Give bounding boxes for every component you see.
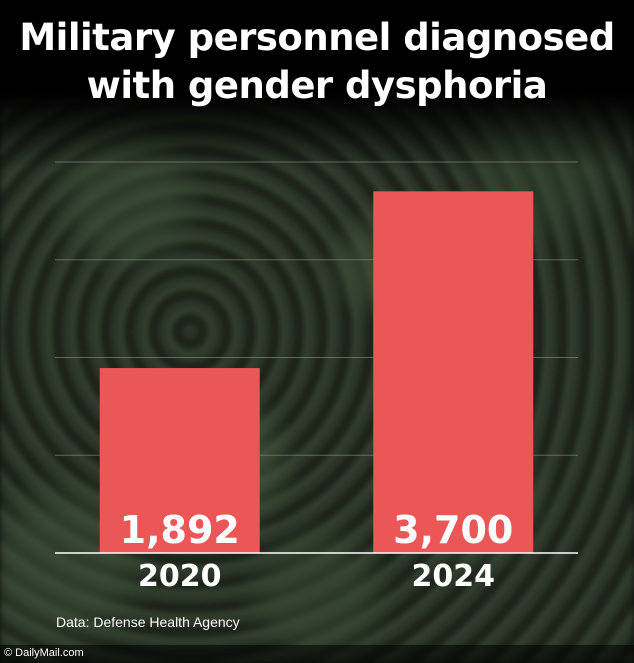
bar-2020 (99, 368, 260, 553)
value-label-2020: 1,892 (120, 508, 240, 552)
dailymail-logo: © DailyMail.com (4, 647, 84, 659)
header-fade (0, 0, 634, 170)
value-label-2024: 3,700 (393, 508, 513, 552)
category-label-2024: 2024 (412, 559, 496, 594)
labels: 1,892 2020 3,700 2024 (120, 508, 514, 594)
chart-title-line-2: with gender dysphoria (86, 64, 548, 107)
footer-bar (0, 645, 634, 663)
category-label-2020: 2020 (138, 559, 222, 594)
data-source: Data: Defense Health Agency (56, 614, 240, 630)
chart-title-line-1: Military personnel diagnosed (19, 16, 615, 59)
chart-title: Military personnel diagnosed with gender… (0, 14, 634, 110)
bar-2024 (373, 191, 534, 553)
bars (99, 191, 534, 553)
